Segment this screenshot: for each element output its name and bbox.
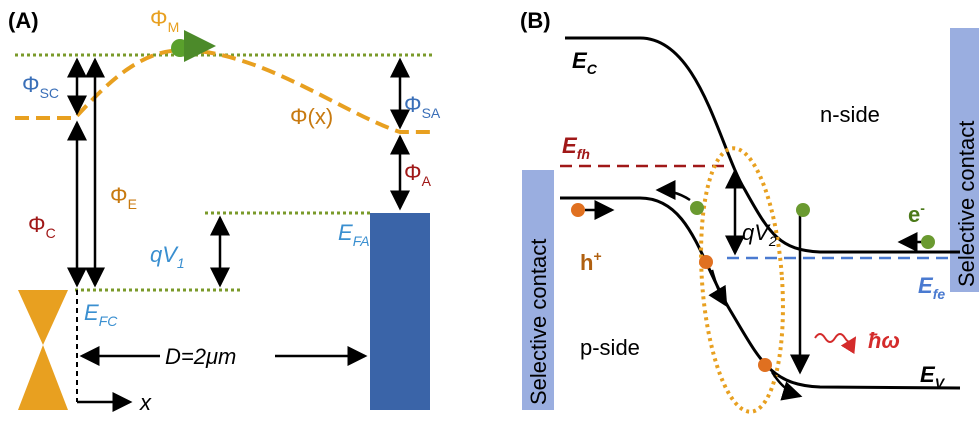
label: ΦSA <box>404 92 441 121</box>
label: ΦM <box>150 6 179 35</box>
label: Selective contact <box>526 239 551 405</box>
label: x <box>139 390 152 415</box>
photon-wave <box>815 334 855 342</box>
label: h+ <box>580 248 602 275</box>
label: e- <box>908 200 925 227</box>
cone <box>18 290 68 410</box>
label: ΦC <box>28 212 56 241</box>
label: ΦSC <box>22 72 59 101</box>
label: D=2μm <box>165 344 236 369</box>
figure: (A) ΦM ΦSC ΦSA Φ(x) ΦC ΦE ΦA qV1 EFA EFC… <box>0 0 979 421</box>
label: EFC <box>84 300 118 329</box>
label: qV1 <box>150 242 185 271</box>
label: EV <box>920 362 946 391</box>
label: Φ(x) <box>290 104 333 129</box>
label: n-side <box>820 102 880 127</box>
panel-tag: (B) <box>520 8 551 33</box>
label: EC <box>572 48 598 77</box>
label: p-side <box>580 335 640 360</box>
panel-tag: (A) <box>8 8 39 33</box>
anode <box>370 213 430 410</box>
panel-a: (A) ΦM ΦSC ΦSA Φ(x) ΦC ΦE ΦA qV1 EFA EFC… <box>8 6 441 415</box>
label: ħω <box>868 328 900 353</box>
label: Efe <box>918 273 945 302</box>
panel-b: Selective contact Selective contact (B) … <box>520 8 979 414</box>
label: Selective contact <box>954 121 979 287</box>
electron-ball <box>171 39 189 57</box>
label: Efh <box>562 133 590 162</box>
label: EFA <box>338 220 370 249</box>
label: ΦE <box>110 183 137 212</box>
label: qV2 <box>742 220 777 249</box>
label: ΦA <box>404 160 432 189</box>
arrows <box>77 60 400 356</box>
